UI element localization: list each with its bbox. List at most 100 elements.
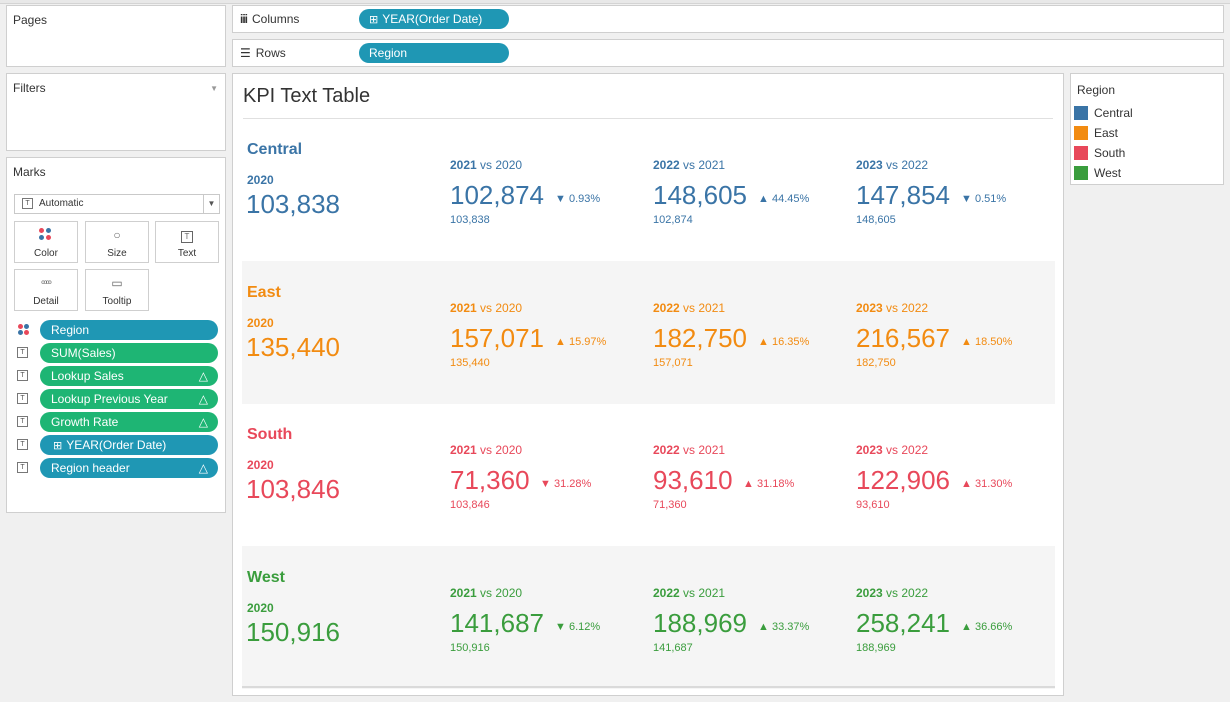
comparison-header: 2023 vs 2022 (856, 443, 929, 457)
marks-field-pill[interactable]: Region header △ (40, 458, 218, 478)
pages-card[interactable]: Pages (6, 5, 226, 67)
marks-field-row: T Lookup Sales △ (17, 366, 221, 386)
arrow-down-icon: ▼ (540, 478, 554, 490)
previous-year-sales: 182,750 (856, 357, 896, 369)
filters-card[interactable]: Filters ▼ (6, 73, 226, 151)
marks-field-row: T Growth Rate △ (17, 412, 221, 432)
marks-card: Marks T Automatic ▼ Color ○ Size T Text ºººº D… (6, 157, 226, 513)
marks-field-pill[interactable]: Region (40, 320, 218, 340)
previous-year-sales: 102,874 (653, 214, 693, 226)
growth-rate: ▼ 6.12% (555, 621, 601, 633)
marks-detail-button[interactable]: ºººº Detail (14, 269, 78, 311)
comparison-header: 2021 vs 2020 (450, 443, 523, 457)
arrow-up-icon: ▲ (743, 478, 757, 490)
region-band-west[interactable]: West 2020 150,916 2021 vs 2020 141,687 ▼ 6.12… (242, 546, 1055, 689)
columns-pill-year-order-date[interactable]: ⊞ YEAR(Order Date) (359, 9, 509, 29)
current-year-sales: 147,854 (856, 180, 950, 210)
legend-label: Central (1094, 105, 1133, 120)
rows-pill-region[interactable]: Region (359, 43, 509, 63)
base-year-sales: 103,846 (246, 474, 340, 504)
marks-field-pill[interactable]: Lookup Previous Year △ (40, 389, 218, 409)
marks-color-button[interactable]: Color (14, 221, 78, 263)
text-icon: T (156, 222, 218, 244)
text-field-icon: T (17, 439, 28, 450)
marks-field-pill[interactable]: Growth Rate △ (40, 412, 218, 432)
base-year: 2020 (247, 173, 274, 187)
tooltip-icon: ▭ (111, 276, 123, 290)
marks-field-row: T ⊞ YEAR(Order Date) (17, 435, 221, 455)
arrow-up-icon: ▲ (961, 621, 975, 633)
columns-shelf[interactable]: iii Columns ⊞ YEAR(Order Date) (232, 5, 1224, 33)
marks-field-label: Lookup Previous Year (51, 392, 168, 406)
marks-text-button[interactable]: T Text (155, 221, 219, 263)
growth-rate: ▲ 18.50% (961, 336, 1013, 348)
arrow-up-icon: ▲ (555, 336, 569, 348)
growth-rate: ▲ 31.30% (961, 478, 1013, 490)
region-band-east[interactable]: East 2020 135,440 2021 vs 2020 157,071 ▲ 15.9… (242, 261, 1055, 404)
kpi-comparison-cell: 2021 vs 2020 102,874 ▼ 0.93% 103,838 (450, 158, 650, 258)
previous-year-sales: 157,071 (653, 357, 693, 369)
expand-plus-icon: ⊞ (369, 14, 379, 26)
marks-field-row: T SUM(Sales) (17, 343, 221, 363)
mark-type-dropdown[interactable]: T Automatic ▼ (14, 194, 220, 214)
kpi-comparison-cell: 2021 vs 2020 71,360 ▼ 31.28% 103,846 (450, 443, 650, 543)
previous-year-sales: 103,846 (450, 499, 490, 511)
region-band-south[interactable]: South 2020 103,846 2021 vs 2020 71,360 ▼ 31.2… (242, 403, 1055, 546)
kpi-comparison-cell: 2022 vs 2021 148,605 ▲ 44.45% 102,874 (653, 158, 853, 258)
current-year-sales: 188,969 (653, 608, 747, 638)
calculated-field-delta-icon: △ (198, 461, 208, 475)
marks-title: Marks (13, 165, 46, 179)
previous-year-sales: 148,605 (856, 214, 896, 226)
marks-field-pill[interactable]: ⊞ YEAR(Order Date) (40, 435, 218, 455)
current-year-sales: 93,610 (653, 465, 733, 495)
base-year: 2020 (247, 601, 274, 615)
arrow-up-icon: ▲ (758, 336, 772, 348)
region-name: East (247, 284, 281, 301)
legend-item-central[interactable]: Central (1074, 103, 1224, 122)
kpi-comparison-cell: 2023 vs 2022 122,906 ▲ 31.30% 93,610 (856, 443, 1056, 543)
legend-label: East (1094, 125, 1119, 140)
marks-field-label: Region (51, 323, 90, 337)
marks-field-pill[interactable]: Lookup Sales △ (40, 366, 218, 386)
current-year-sales: 148,605 (653, 180, 747, 210)
marks-field-pill[interactable]: SUM(Sales) (40, 343, 218, 363)
region-band-central[interactable]: Central 2020 103,838 2021 vs 2020 102,874 ▼ 0… (242, 118, 1055, 261)
region-name: West (247, 569, 285, 586)
marks-field-row: T Region header △ (17, 458, 221, 478)
view-bottom-rule (242, 686, 1055, 688)
kpi-comparison-cell: 2023 vs 2022 258,241 ▲ 36.66% 188,969 (856, 586, 1056, 686)
marks-tooltip-button[interactable]: ▭ Tooltip (85, 269, 149, 311)
current-year-sales: 141,687 (450, 608, 544, 638)
marks-size-button[interactable]: ○ Size (85, 221, 149, 263)
text-field-icon: T (17, 393, 28, 404)
legend-swatch (1074, 145, 1088, 160)
title-divider (243, 118, 1053, 119)
calculated-field-delta-icon: △ (198, 415, 208, 429)
base-year-sales: 150,916 (246, 617, 340, 647)
arrow-down-icon: ▼ (555, 193, 569, 205)
worksheet-title: KPI Text Table (243, 85, 371, 107)
filters-menu-caret-icon[interactable]: ▼ (210, 84, 218, 93)
filters-title: Filters (13, 81, 46, 95)
columns-shelf-label: iii Columns (240, 12, 300, 26)
previous-year-sales: 71,360 (653, 499, 687, 511)
legend-item-west[interactable]: West (1074, 163, 1224, 182)
legend-item-south[interactable]: South (1074, 143, 1224, 162)
calculated-field-delta-icon: △ (198, 392, 208, 406)
worksheet-view[interactable]: KPI Text Table Central 2020 103,838 2021 vs… (232, 73, 1064, 696)
region-color-legend: Region Central East South West (1070, 73, 1224, 185)
arrow-up-icon: ▲ (758, 193, 772, 205)
comparison-header: 2022 vs 2021 (653, 443, 726, 457)
previous-year-sales: 103,838 (450, 214, 490, 226)
region-name: South (247, 426, 293, 443)
legend-label: West (1094, 165, 1122, 180)
text-field-icon: T (17, 347, 28, 358)
previous-year-sales: 150,916 (450, 642, 490, 654)
text-mark-icon: T (22, 198, 33, 209)
comparison-header: 2021 vs 2020 (450, 586, 523, 600)
marks-field-label: Region header (51, 461, 130, 475)
legend-item-east[interactable]: East (1074, 123, 1224, 142)
rows-shelf[interactable]: ☰ Rows Region (232, 39, 1224, 67)
current-year-sales: 216,567 (856, 323, 950, 353)
size-icon: ○ (113, 228, 121, 242)
